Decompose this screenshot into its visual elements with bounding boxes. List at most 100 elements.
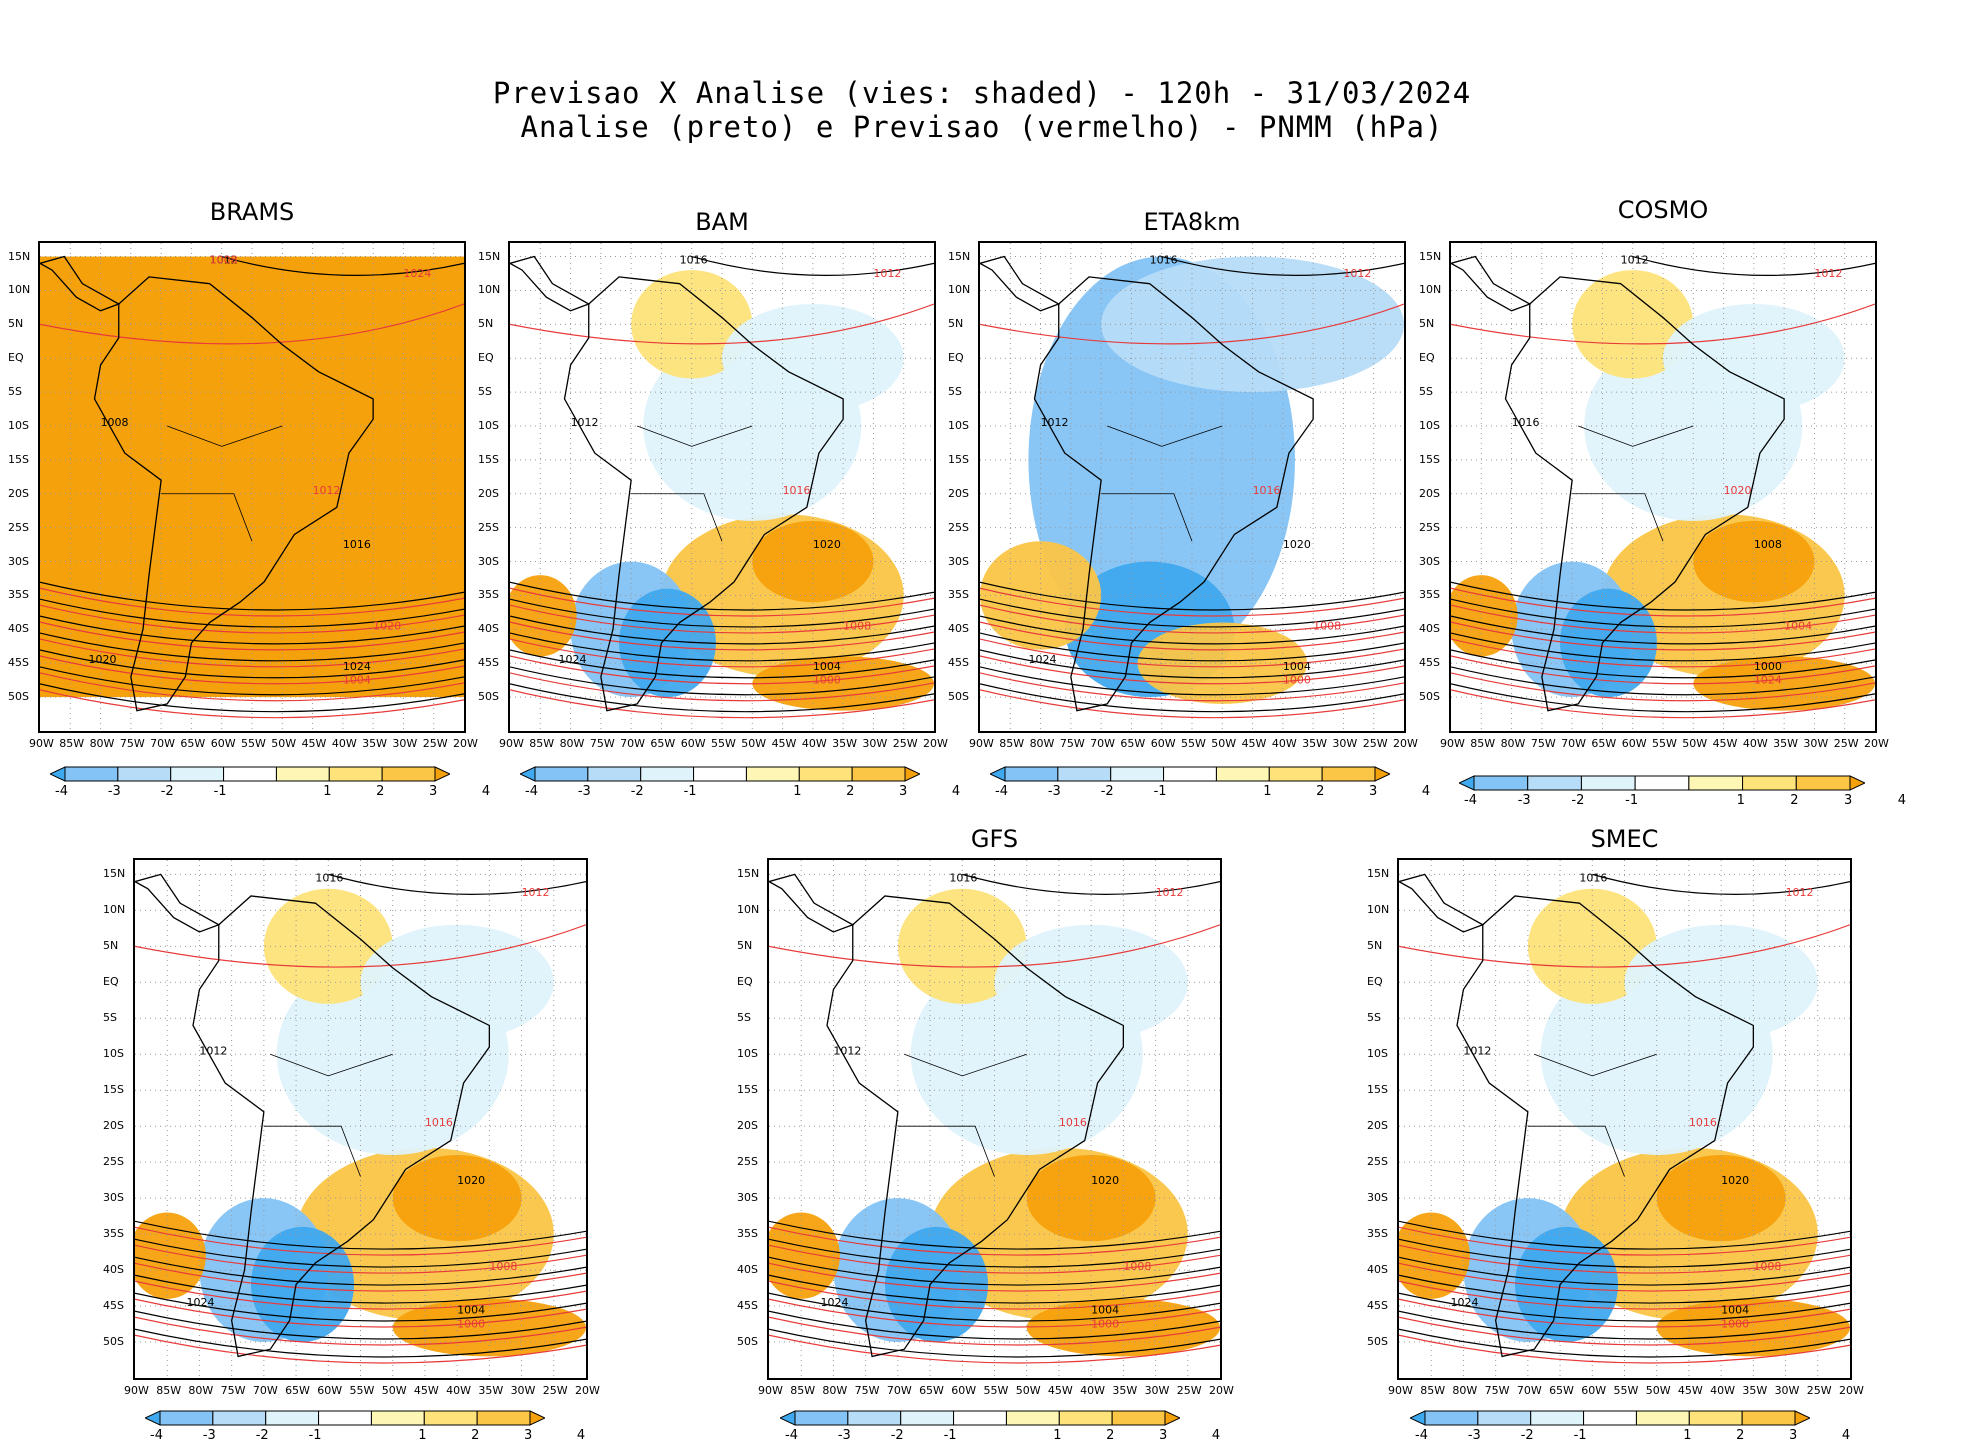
lon-tick-label: 75W xyxy=(1530,737,1556,750)
colorbar-bin xyxy=(953,1410,1007,1426)
isobars xyxy=(510,255,934,719)
colorbar-label: -4 xyxy=(1464,793,1477,808)
lon-tick-label: 65W xyxy=(180,737,206,750)
lon-tick-label: 75W xyxy=(119,737,145,750)
colorbar-bin xyxy=(1004,766,1059,782)
isobar-label: 1012 xyxy=(1041,416,1069,429)
lat-tick-label: 15S xyxy=(8,452,29,466)
lon-tick-label: 45W xyxy=(1712,737,1738,750)
lon-tick-label: 20W xyxy=(1209,1384,1234,1397)
lat-tick-label: 30S xyxy=(103,1191,124,1205)
lat-tick-label: 10N xyxy=(478,283,501,297)
lon-tick-label: 65W xyxy=(285,1384,310,1397)
isobar-label: 1000 xyxy=(1754,660,1782,673)
lat-tick-label: 35S xyxy=(478,588,499,602)
isobar-label: 1012 xyxy=(571,416,599,429)
bias-region xyxy=(392,1298,586,1357)
lat-tick-label: 5S xyxy=(1419,385,1433,399)
lat-tick-label: 10N xyxy=(1367,903,1390,917)
lon-tick-label: 20W xyxy=(1393,737,1418,750)
bias-region xyxy=(752,520,874,603)
isobar-label: 1012 xyxy=(1621,253,1649,266)
lon-tick-label: 65W xyxy=(1120,737,1146,750)
lat-tick-label: 5S xyxy=(478,385,492,399)
isobar-label: 1020 xyxy=(1721,1174,1749,1187)
colorbar-label: 3 xyxy=(429,784,438,799)
panel-title: GFS xyxy=(970,825,1019,853)
isobar-label: 1016 xyxy=(1253,484,1281,497)
colorbar-label: -3 xyxy=(107,784,121,799)
colorbar-label: -3 xyxy=(577,784,591,799)
colorbar-bin xyxy=(423,1410,478,1426)
lat-tick-label: 40S xyxy=(8,622,29,636)
lon-tick-label: 90W xyxy=(758,1384,783,1397)
coastline-central-america xyxy=(135,873,221,933)
lon-tick-label: 70W xyxy=(1090,737,1116,750)
coastline-south-america xyxy=(1456,895,1755,1358)
bias-region xyxy=(510,575,577,657)
bias-region xyxy=(392,1154,522,1242)
lat-tick-label: 25S xyxy=(1419,520,1440,534)
colorbar-label: 4 xyxy=(481,784,491,799)
colorbar-label: 1 xyxy=(1263,784,1272,799)
colorbar-bin xyxy=(534,766,589,782)
lon-tick-label: 90W xyxy=(969,737,994,750)
colorbar-bin xyxy=(1634,775,1690,791)
colorbar xyxy=(990,766,1390,782)
lat-tick-label: 45S xyxy=(1419,656,1440,670)
lat-tick-label: 5N xyxy=(478,317,494,331)
lon-tick-label: 35W xyxy=(1302,737,1328,750)
colorbar-bin xyxy=(1530,1410,1585,1426)
bias-shading xyxy=(769,888,1220,1357)
lat-tick-label: 10S xyxy=(948,419,969,432)
colorbar-bin xyxy=(1057,766,1112,782)
map-frame: 1012 1024 1008 1012 1016 1020 1024 1004 1020 1008 xyxy=(38,241,466,733)
lat-tick-label: 50S xyxy=(1419,690,1440,704)
lon-tick-label: 50W xyxy=(381,1384,407,1397)
isobar-label: 1016 xyxy=(343,538,371,551)
lon-tick-label: 60W xyxy=(680,737,706,750)
isobar-label: 1020 xyxy=(1091,1174,1119,1187)
isobar-label: 1012 xyxy=(1814,267,1842,280)
lat-tick-label: 30S xyxy=(8,554,29,568)
map-frame: 1012 1012 1016 1020 1008 1004 1000 1024 xyxy=(1449,241,1877,733)
lat-tick-label: 25S xyxy=(1367,1155,1388,1169)
lon-tick-label: 25W xyxy=(1362,737,1388,750)
lat-tick-label: 5S xyxy=(103,1011,117,1025)
lat-tick-label: 5S xyxy=(737,1011,751,1025)
isobar-label: 1012 xyxy=(1343,267,1371,280)
colorbar-label: -4 xyxy=(525,784,538,799)
lat-tick-label: 25S xyxy=(948,520,969,534)
graticule xyxy=(135,860,586,1378)
lon-tick-label: 75W xyxy=(1059,737,1085,750)
lat-tick-label: EQ xyxy=(948,351,964,365)
colorbar-label: -3 xyxy=(1517,793,1531,808)
lon-tick-label: 25W xyxy=(422,737,448,750)
colorbar-bin xyxy=(1742,775,1797,791)
lon-tick-label: 40W xyxy=(1742,737,1768,750)
panel-title: COSMO xyxy=(1617,196,1709,224)
lat-tick-label: 10S xyxy=(103,1047,124,1061)
lat-tick-label: 15N xyxy=(1367,867,1390,881)
bias-region xyxy=(769,1212,840,1299)
colorbar-bin xyxy=(275,766,330,782)
lon-tick-label: 55W xyxy=(241,737,266,750)
isobar-label: 1012 xyxy=(313,484,341,497)
lat-tick-label: 5N xyxy=(948,317,964,331)
lon-tick-label: 25W xyxy=(1806,1384,1832,1397)
lon-tick-label: 60W xyxy=(210,737,236,750)
colorbar-bin xyxy=(1635,1410,1690,1426)
isobar-label: 1012 xyxy=(873,267,901,280)
isobar-label: 1012 xyxy=(1463,1044,1491,1057)
lat-tick-label: 20S xyxy=(948,486,969,500)
lon-tick-label: 50W xyxy=(1645,1384,1671,1397)
isobar-label: 1008 xyxy=(1313,619,1341,632)
colorbar-label: -4 xyxy=(55,784,68,799)
bias-region xyxy=(994,924,1188,1040)
lat-tick-label: 5N xyxy=(103,939,119,953)
lon-tick-label: 20W xyxy=(453,737,478,750)
isobar-label: 1000 xyxy=(1091,1318,1119,1331)
lat-tick-label: 50S xyxy=(948,690,969,704)
lat-tick-label: 45S xyxy=(478,656,499,670)
figure-title-line2: Analise (preto) e Previsao (vermelho) - … xyxy=(520,110,1444,144)
